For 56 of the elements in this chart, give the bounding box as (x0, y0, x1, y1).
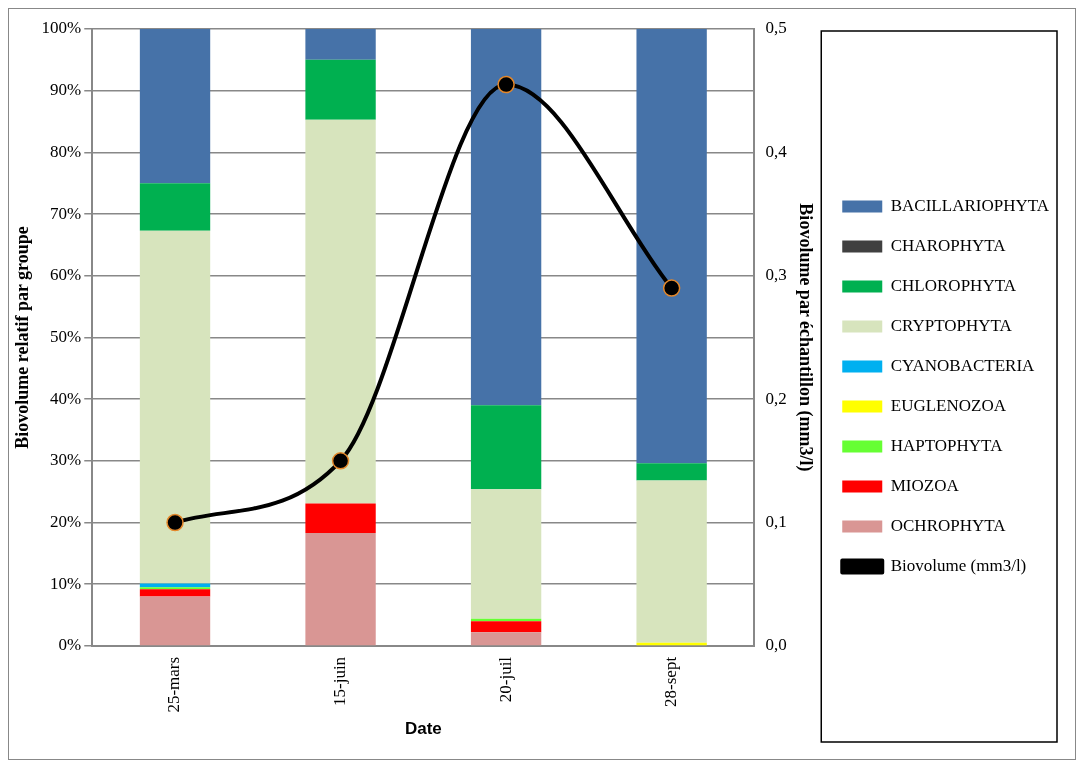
legend-label: CRYPTOPHYTA (890, 315, 1013, 335)
y-tick-label: 100% (41, 18, 82, 38)
point (662, 279, 681, 297)
bar (139, 230, 211, 584)
bar (305, 533, 376, 646)
y-tick-label: 40% (50, 388, 82, 408)
bar (636, 480, 707, 643)
y-tick-label: 70% (50, 203, 82, 223)
y-tick-label: 60% (50, 265, 82, 285)
bar (139, 183, 211, 231)
y-tick-label: 50% (50, 326, 82, 346)
x-axis-title: Date (404, 719, 442, 739)
x-tick-label: 20-juil (495, 656, 515, 703)
legend-label: Biovolume (mm3/l) (890, 555, 1027, 575)
bar (139, 29, 211, 184)
point (166, 513, 184, 532)
bar (305, 119, 376, 504)
y2-tick-label: 0,5 (765, 18, 787, 38)
bar (305, 59, 376, 120)
point (497, 75, 515, 94)
y2-tick-label: 0,2 (765, 388, 787, 408)
bar (139, 596, 211, 646)
bar (305, 503, 376, 533)
x-tick-label: 25-mars (164, 656, 184, 713)
bar (636, 463, 707, 481)
point (331, 452, 350, 470)
y-tick-label: 80% (50, 141, 82, 161)
y-tick-label: 30% (50, 450, 82, 470)
legend-label: EUGLENOZOA (890, 395, 1007, 415)
bar (470, 29, 542, 406)
legend-label: BACILLARIOPHYTA (890, 195, 1050, 215)
x-tick-label: 28-sept (661, 656, 681, 707)
legend-label: HAPTOPHYTA (890, 435, 1004, 455)
y-tick-label: 10% (50, 573, 82, 593)
y2-tick-label: 0,1 (765, 511, 787, 531)
bar (470, 489, 542, 619)
y-tick-label: 0% (58, 635, 82, 655)
bar (470, 632, 542, 646)
legend-label: CHAROPHYTA (890, 235, 1007, 255)
bar (470, 405, 542, 490)
y-tick-label: 90% (50, 80, 82, 100)
bar (139, 589, 211, 597)
legend-label: MIOZOA (890, 475, 960, 495)
legend-label: OCHROPHYTA (890, 515, 1007, 535)
y2-tick-label: 0,4 (765, 141, 788, 161)
y2-tick-label: 0,0 (765, 635, 787, 655)
y-tick-label: 20% (50, 511, 82, 531)
y2-tick-label: 0,3 (765, 265, 787, 285)
y2-axis-title: Biovolume par échantillon (mm3/l) (794, 203, 816, 472)
legend-label: CHLOROPHYTA (890, 275, 1017, 295)
bar (636, 29, 707, 464)
y-axis-title: Biovolume relatif par groupe (12, 226, 33, 449)
legend-label: CYANOBACTERIA (890, 355, 1036, 375)
bar (305, 29, 376, 60)
bar (470, 621, 542, 633)
x-tick-label: 15-juin (330, 656, 350, 706)
